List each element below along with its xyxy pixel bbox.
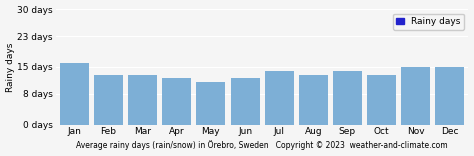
Bar <box>60 63 89 125</box>
Bar <box>196 82 226 125</box>
Bar <box>162 78 191 125</box>
X-axis label: Average rainy days (rain/snow) in Örebro, Sweden   Copyright © 2023  weather-and: Average rainy days (rain/snow) in Örebro… <box>76 141 448 150</box>
Bar <box>230 78 260 125</box>
Bar <box>401 67 430 125</box>
Bar <box>299 75 328 125</box>
Bar <box>435 67 464 125</box>
Bar <box>94 75 123 125</box>
Bar <box>367 75 396 125</box>
Bar <box>128 75 157 125</box>
Legend: Rainy days: Rainy days <box>393 14 464 30</box>
Y-axis label: Rainy days: Rainy days <box>6 42 15 92</box>
Bar <box>264 71 293 125</box>
Bar <box>333 71 362 125</box>
